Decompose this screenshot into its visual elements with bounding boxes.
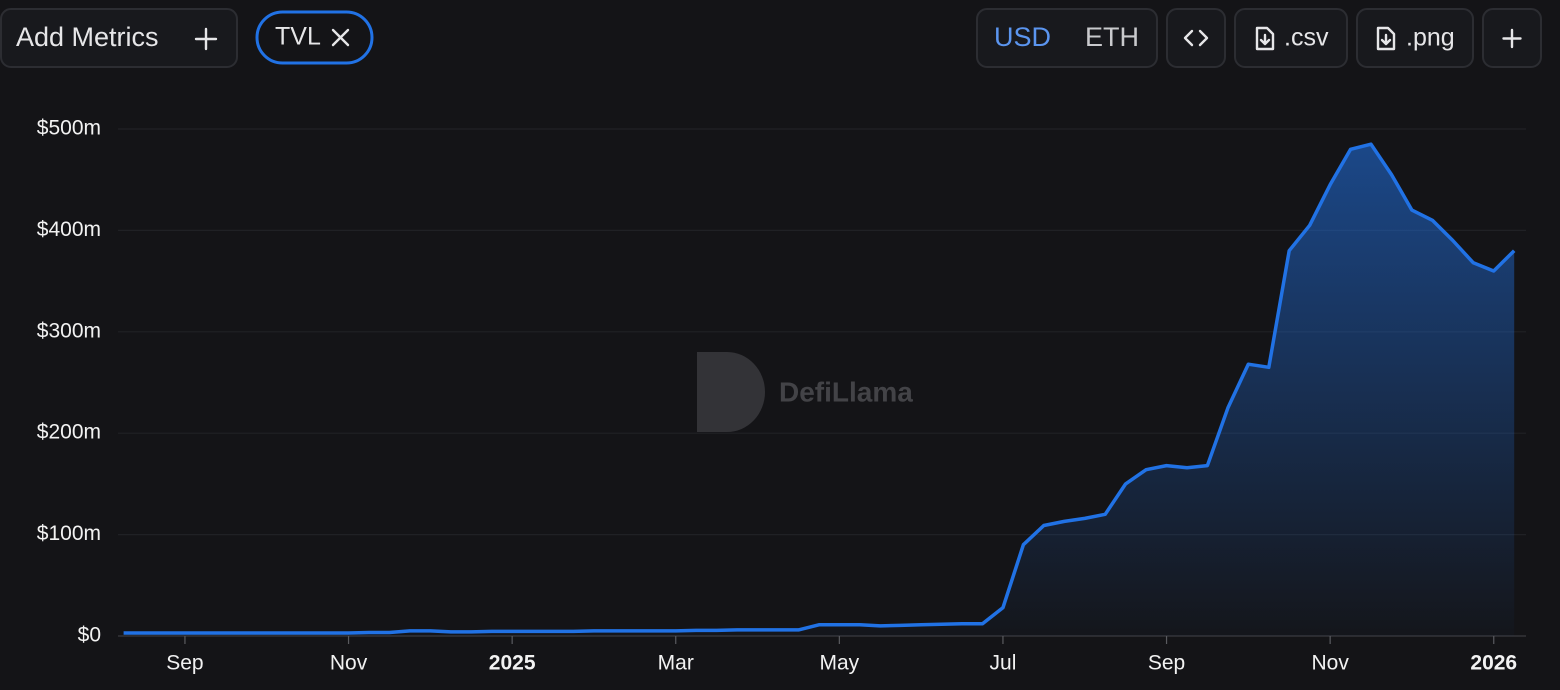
x-tick-label: Sep — [1148, 652, 1185, 675]
watermark-text: DefiLlama — [779, 376, 913, 407]
area — [123, 144, 1515, 636]
plus-icon[interactable] — [1502, 28, 1522, 49]
button-label[interactable]: .png — [1406, 24, 1455, 52]
plot: $0 $100m $200m $300m $400m $500m Sep Nov 2025 Mar… — [37, 117, 1526, 675]
y-tick-label: $0 — [78, 624, 101, 647]
x-tick-label: Nov — [1311, 652, 1349, 675]
x-tick-label: 2026 — [1470, 652, 1517, 675]
y-tick-label: $200m — [37, 421, 101, 444]
button-frame[interactable] — [0, 8, 238, 68]
button-label[interactable]: Add Metrics — [16, 22, 159, 52]
button-frame[interactable] — [1356, 8, 1474, 68]
watermark: DefiLlama — [697, 352, 913, 432]
embed-button[interactable] — [1166, 8, 1226, 68]
x-tick-label: 2025 — [489, 652, 536, 675]
button-frame[interactable] — [1234, 8, 1348, 68]
button-label[interactable]: .csv — [1284, 24, 1329, 52]
currency-option[interactable]: USD — [994, 22, 1051, 52]
metric-label[interactable]: TVL — [275, 23, 321, 51]
x-tick-label: May — [820, 652, 860, 675]
button-frame[interactable] — [1166, 8, 1226, 68]
add-metrics-button[interactable]: Add Metrics — [0, 8, 238, 68]
x-tick-label: Jul — [990, 652, 1017, 675]
x-tick-label: Sep — [166, 652, 203, 675]
watermark-logo — [697, 352, 765, 432]
x-tick-label: Nov — [330, 652, 368, 675]
y-tick-label: $500m — [37, 117, 101, 140]
file-icon[interactable] — [1376, 26, 1396, 51]
y-tick-label: $100m — [37, 522, 101, 545]
currency-toggle[interactable]: USD ETH — [976, 8, 1158, 68]
more-button[interactable] — [1482, 8, 1542, 68]
close-icon[interactable] — [331, 28, 350, 47]
png-button[interactable]: .png — [1356, 8, 1474, 68]
currency-option[interactable]: ETH — [1085, 22, 1139, 52]
file-icon[interactable] — [1255, 26, 1275, 51]
y-tick-label: $300m — [37, 319, 101, 342]
pill-frame[interactable] — [255, 10, 374, 65]
metric-pill[interactable]: TVL — [255, 10, 374, 65]
line — [123, 142, 1516, 635]
plus-icon[interactable] — [194, 27, 218, 51]
toggle-frame[interactable] — [976, 8, 1158, 68]
csv-button[interactable]: .csv — [1234, 8, 1348, 68]
x-tick-label: Mar — [658, 652, 694, 675]
y-tick-label: $400m — [37, 218, 101, 241]
code-icon[interactable] — [1183, 29, 1209, 47]
